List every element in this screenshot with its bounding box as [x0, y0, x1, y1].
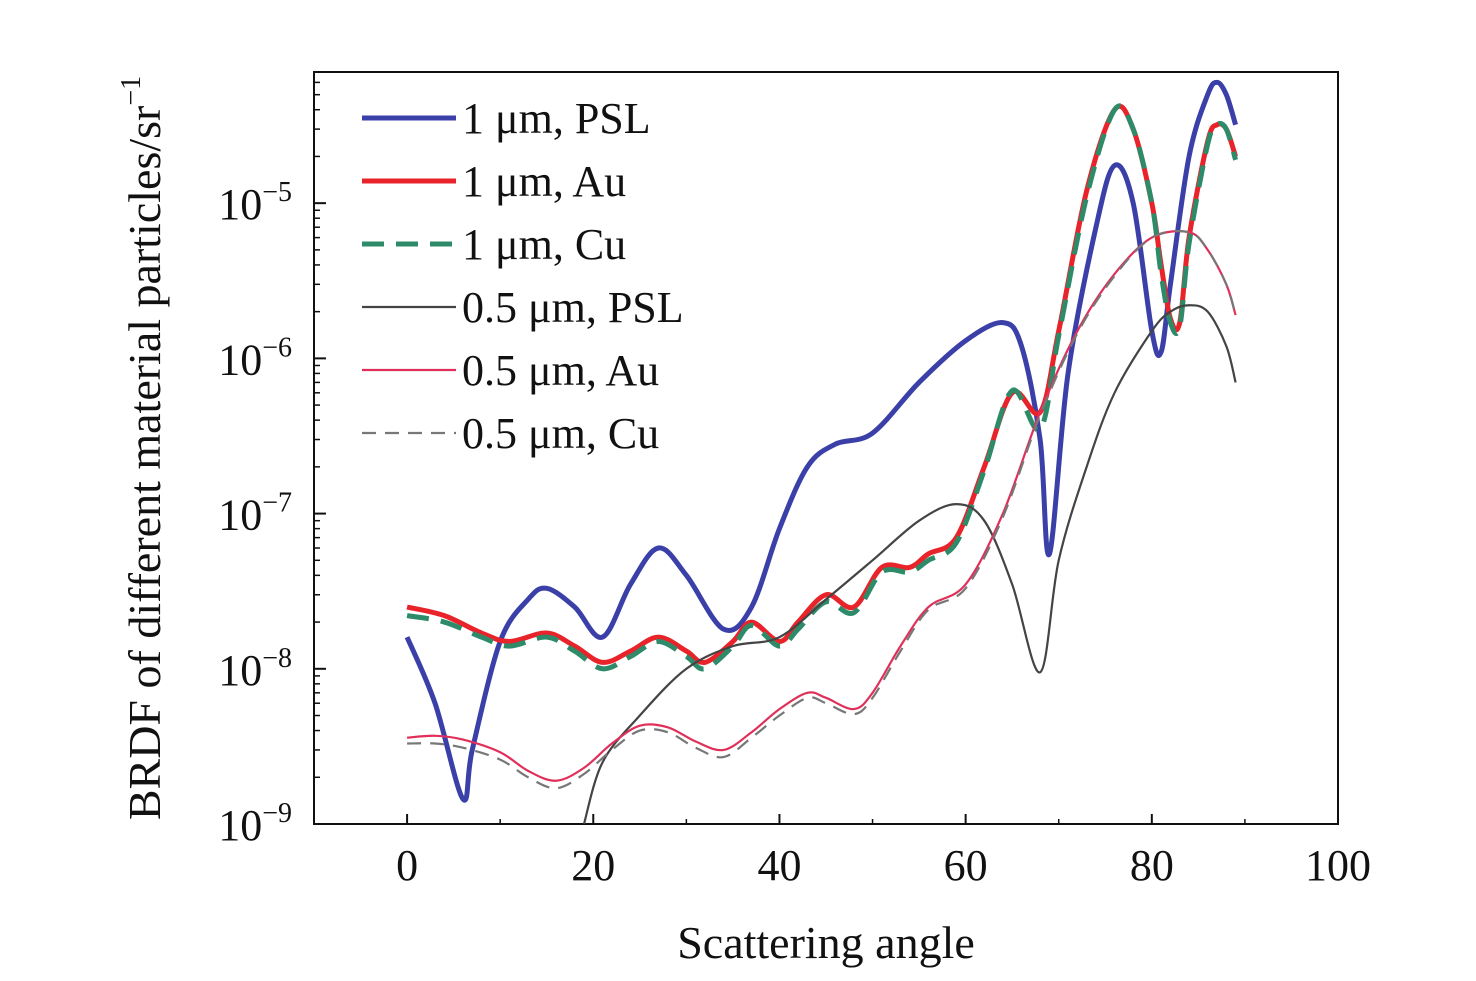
x-tick-label: 20 — [571, 841, 615, 890]
y-tick-exponent: −9 — [262, 798, 292, 829]
series-line-2 — [406, 103, 1239, 672]
x-tick-label: 40 — [757, 841, 801, 890]
y-axis-title: BRDF of different material particles/sr−… — [116, 76, 170, 820]
y-tick-base: 10 — [218, 335, 262, 384]
y-tick-label: 10−8 — [218, 643, 292, 695]
x-tick-label: 60 — [944, 841, 988, 890]
series-layer — [404, 79, 1239, 824]
series-line-3 — [582, 304, 1237, 824]
legend-label: 1 μm, PSL — [462, 94, 651, 143]
x-axis-ticks: 0 20 40 60 80 100 — [313, 814, 1371, 890]
y-tick-base: 10 — [218, 180, 262, 229]
legend-label: 0.5 μm, Au — [462, 346, 659, 395]
y-tick-exponent: −6 — [262, 332, 292, 363]
series-line-4 — [407, 230, 1237, 782]
y-tick-base: 10 — [218, 491, 262, 540]
y-axis-title-superscript: −1 — [116, 76, 147, 106]
series-line-5 — [407, 229, 1237, 790]
y-tick-label: 10−9 — [218, 798, 292, 850]
x-tick-label: 100 — [1305, 841, 1371, 890]
legend-label: 1 μm, Cu — [462, 220, 626, 269]
legend-label: 0.5 μm, Cu — [462, 409, 659, 458]
y-tick-label: 10−7 — [218, 488, 292, 540]
y-axis-title-text: BRDF of different material particles/sr — [119, 106, 170, 821]
legend: 1 μm, PSL 1 μm, Au 1 μm, Cu 0.5 μm, PSL 0.5 … — [362, 94, 684, 458]
y-tick-label: 10−6 — [218, 332, 292, 384]
y-tick-exponent: −8 — [262, 643, 292, 674]
legend-label: 0.5 μm, PSL — [462, 283, 684, 332]
x-tick-label: 80 — [1130, 841, 1174, 890]
legend-label: 1 μm, Au — [462, 157, 626, 206]
y-tick-base: 10 — [218, 646, 262, 695]
y-tick-base: 10 — [218, 801, 262, 850]
x-tick-label: 0 — [396, 841, 418, 890]
y-tick-exponent: −7 — [262, 488, 292, 519]
y-tick-exponent: −5 — [262, 177, 292, 208]
series-line-0 — [404, 79, 1238, 803]
y-axis-ticks: 10−910−810−710−610−5 — [218, 81, 326, 850]
plot-frame — [313, 71, 1339, 825]
y-tick-label: 10−5 — [218, 177, 292, 229]
x-axis-title: Scattering angle — [677, 917, 975, 968]
